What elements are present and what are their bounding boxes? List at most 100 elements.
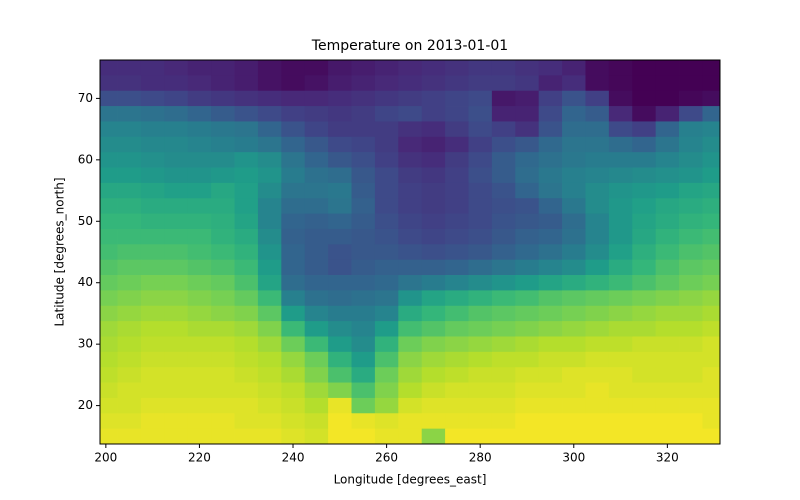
- heatmap-cell: [538, 367, 563, 383]
- heatmap-cell: [211, 106, 235, 122]
- heatmap-cell: [187, 106, 212, 122]
- heatmap-cell: [140, 106, 165, 122]
- heatmap-cell: [164, 321, 189, 337]
- heatmap-cell: [328, 397, 352, 414]
- heatmap-cell: [281, 321, 306, 337]
- heatmap-cell: [398, 382, 423, 399]
- heatmap-cell: [562, 367, 586, 383]
- heatmap-cell: [281, 60, 306, 76]
- heatmap-cell: [585, 182, 610, 199]
- heatmap-cell: [632, 321, 657, 337]
- heatmap-cell: [234, 305, 259, 322]
- heatmap-cell: [515, 321, 540, 337]
- heatmap-cell: [632, 413, 657, 430]
- heatmap-cell: [655, 290, 680, 307]
- heatmap-cell: [538, 198, 563, 214]
- heatmap-cell: [655, 336, 680, 353]
- heatmap-cell: [351, 213, 376, 230]
- heatmap-cell: [655, 182, 680, 199]
- heatmap-cell: [655, 198, 680, 214]
- heatmap-cell: [562, 228, 586, 245]
- heatmap-cell: [187, 90, 212, 107]
- heatmap-cell: [562, 167, 586, 184]
- y-tick-label: 70: [78, 91, 93, 105]
- heatmap-cell: [257, 106, 282, 122]
- heatmap-cell: [100, 90, 118, 107]
- heatmap-cell: [632, 198, 657, 214]
- heatmap-cell: [468, 397, 493, 414]
- chart-title: Temperature on 2013-01-01: [311, 38, 508, 54]
- heatmap-cell: [140, 290, 165, 307]
- heatmap-cell: [117, 321, 142, 337]
- heatmap-cell: [100, 259, 118, 276]
- heatmap-cell: [585, 167, 610, 184]
- heatmap-cell: [257, 259, 282, 276]
- heatmap-cell: [257, 367, 282, 383]
- heatmap-cell: [100, 290, 118, 307]
- heatmap-cell: [281, 106, 306, 122]
- heatmap-cell: [702, 228, 720, 245]
- heatmap-cell: [374, 75, 399, 92]
- heatmap-cell: [421, 275, 446, 291]
- heatmap-cell: [211, 428, 235, 444]
- heatmap-cell: [398, 90, 423, 107]
- heatmap-cell: [608, 90, 633, 107]
- heatmap-cell: [679, 397, 703, 414]
- x-tick-label: 260: [375, 451, 398, 465]
- heatmap-cell: [491, 121, 516, 138]
- heatmap-cell: [679, 136, 703, 153]
- heatmap-cell: [140, 182, 165, 199]
- heatmap-cell: [117, 351, 142, 368]
- heatmap-cell: [562, 275, 586, 291]
- heatmap-cell: [421, 382, 446, 399]
- heatmap-cell: [374, 182, 399, 199]
- heatmap-cell: [398, 244, 423, 261]
- heatmap-cell: [632, 136, 657, 153]
- heatmap-cell: [491, 351, 516, 368]
- heatmap-cell: [445, 305, 469, 322]
- heatmap-cell: [100, 305, 118, 322]
- heatmap-cell: [187, 75, 212, 92]
- y-tick-label: 40: [78, 275, 93, 289]
- heatmap-cell: [187, 213, 212, 230]
- heatmap-cell: [632, 367, 657, 383]
- heatmap-cell: [351, 90, 376, 107]
- heatmap-cell: [468, 182, 493, 199]
- heatmap-cell: [585, 428, 610, 444]
- heatmap-cell: [702, 336, 720, 353]
- heatmap-cell: [398, 259, 423, 276]
- heatmap-cell: [538, 336, 563, 353]
- heatmap-cell: [234, 75, 259, 92]
- heatmap-cell: [491, 228, 516, 245]
- heatmap-cell: [702, 213, 720, 230]
- heatmap-cell: [538, 75, 563, 92]
- heatmap-cell: [632, 305, 657, 322]
- heatmap-cell: [585, 106, 610, 122]
- heatmap-cell: [281, 121, 306, 138]
- heatmap-cell: [117, 259, 142, 276]
- heatmap-cell: [187, 136, 212, 153]
- heatmap-cell: [140, 397, 165, 414]
- heatmap-cell: [100, 397, 118, 414]
- heatmap-cell: [562, 121, 586, 138]
- heatmap-cell: [328, 413, 352, 430]
- heatmap-cell: [655, 367, 680, 383]
- heatmap-cell: [398, 305, 423, 322]
- heatmap-cell: [421, 106, 446, 122]
- heatmap-cell: [164, 213, 189, 230]
- heatmap-cell: [328, 367, 352, 383]
- heatmap-cell: [164, 275, 189, 291]
- heatmap-cell: [117, 75, 142, 92]
- heatmap-cell: [538, 182, 563, 199]
- heatmap-cell: [164, 75, 189, 92]
- heatmap-cell: [304, 182, 329, 199]
- heatmap-cell: [562, 336, 586, 353]
- heatmap-cell: [398, 336, 423, 353]
- heatmap-cell: [515, 413, 540, 430]
- heatmap-cell: [117, 244, 142, 261]
- heatmap-cell: [421, 397, 446, 414]
- heatmap-cell: [421, 198, 446, 214]
- heatmap-cell: [702, 275, 720, 291]
- heatmap-cell: [257, 397, 282, 414]
- heatmap-cell: [538, 275, 563, 291]
